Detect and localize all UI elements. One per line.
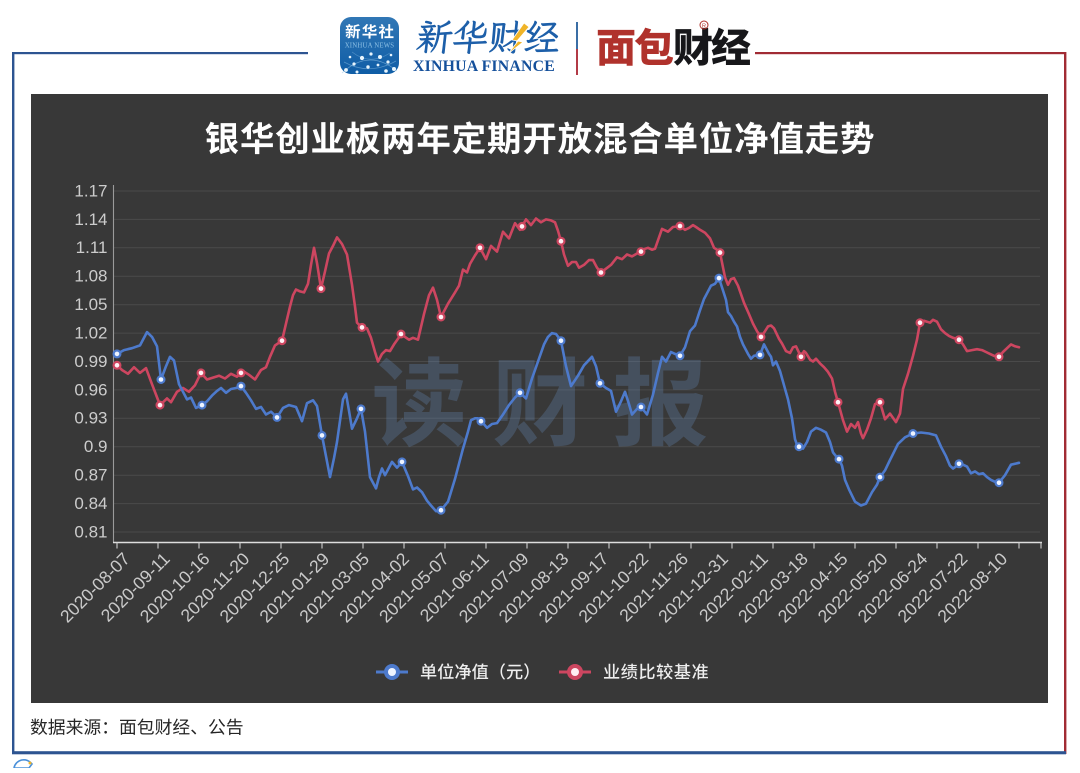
svg-text:0.9: 0.9 (84, 437, 108, 456)
svg-text:1.02: 1.02 (74, 324, 107, 343)
svg-text:0.93: 0.93 (74, 409, 107, 428)
svg-text:1.14: 1.14 (74, 210, 107, 229)
svg-text:0.99: 0.99 (74, 352, 107, 371)
svg-text:1.08: 1.08 (74, 267, 107, 286)
svg-text:1.17: 1.17 (74, 181, 107, 200)
svg-text:0.84: 0.84 (74, 494, 107, 513)
svg-text:0.87: 0.87 (74, 466, 107, 485)
svg-text:XINHUA NEWS: XINHUA NEWS (345, 42, 395, 49)
svg-text:1.11: 1.11 (76, 238, 108, 257)
svg-text:0.96: 0.96 (74, 380, 107, 399)
svg-text:R: R (702, 23, 706, 29)
svg-text:XINHUA FINANCE: XINHUA FINANCE (413, 58, 555, 75)
svg-text:1.05: 1.05 (74, 295, 107, 314)
svg-text:0.81: 0.81 (74, 522, 107, 541)
